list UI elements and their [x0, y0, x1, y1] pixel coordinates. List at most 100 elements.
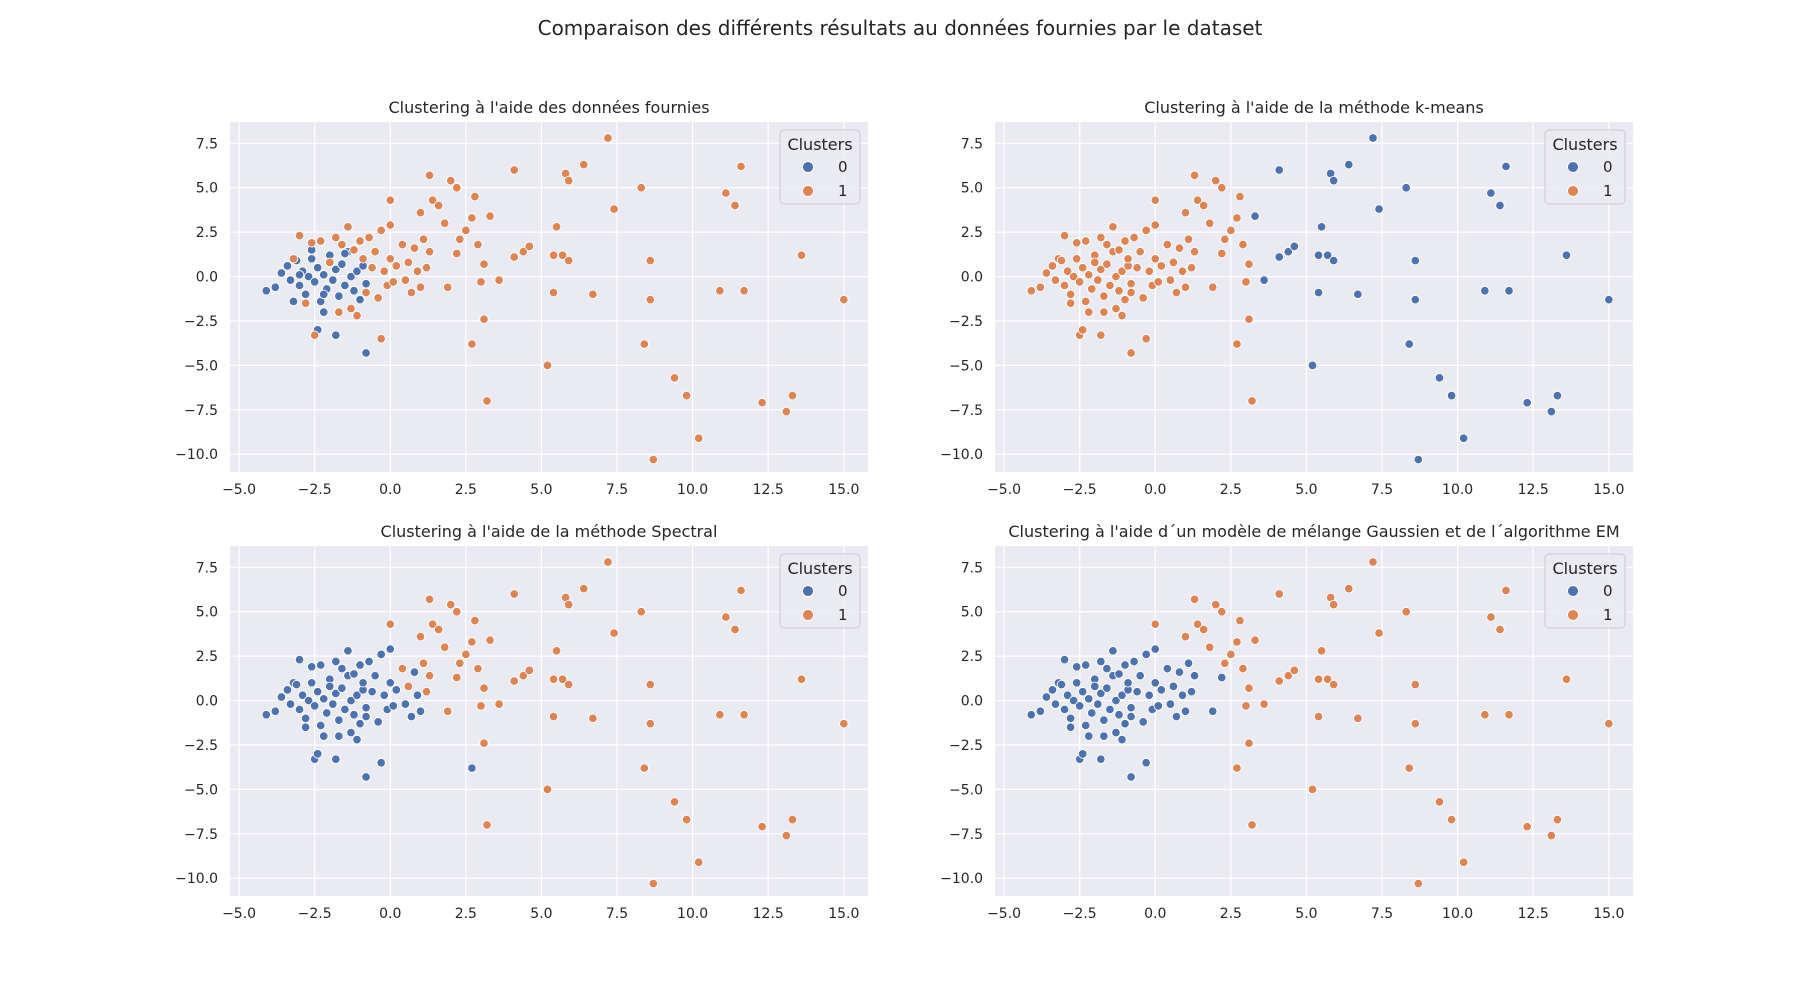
data-point	[1071, 254, 1082, 264]
data-point	[1244, 259, 1254, 269]
data-point	[1150, 195, 1161, 205]
data-point	[1102, 683, 1112, 693]
data-point	[1102, 663, 1112, 674]
data-point	[1220, 658, 1230, 669]
data-point	[1096, 232, 1106, 243]
data-point	[388, 277, 399, 287]
data-point	[1480, 286, 1490, 296]
data-point	[1289, 241, 1300, 252]
data-point	[328, 699, 338, 709]
data-point	[1458, 433, 1469, 443]
y-tick-label: 7.5	[196, 136, 218, 152]
data-point	[494, 699, 504, 709]
data-point	[1111, 303, 1121, 314]
data-point	[1041, 268, 1052, 278]
data-point	[757, 821, 767, 832]
data-point	[1150, 678, 1161, 688]
data-point	[1059, 280, 1070, 291]
data-point	[300, 722, 311, 732]
data-point	[334, 731, 344, 741]
data-point	[1077, 325, 1088, 335]
data-point	[648, 454, 659, 465]
data-point	[1062, 690, 1073, 700]
x-tick-label: 0.0	[379, 906, 401, 922]
y-tick-label: −5.0	[949, 358, 983, 374]
data-point	[349, 669, 359, 679]
data-point	[391, 685, 402, 695]
plot-area	[230, 546, 868, 896]
data-point	[370, 670, 380, 681]
series-0	[1026, 644, 1227, 782]
data-point	[361, 711, 371, 722]
data-point	[352, 690, 362, 700]
data-point	[1232, 213, 1242, 223]
data-point	[1050, 699, 1061, 709]
data-point	[1486, 612, 1496, 622]
x-tick-label: 5.0	[530, 906, 552, 922]
data-point	[482, 396, 492, 406]
data-point	[300, 289, 311, 300]
legend-label: 0	[838, 582, 848, 600]
data-point	[1183, 234, 1194, 245]
data-point	[270, 706, 281, 716]
data-point	[1220, 234, 1230, 245]
data-point	[376, 334, 386, 344]
data-point	[1204, 642, 1215, 653]
data-point	[1126, 287, 1136, 298]
data-point	[315, 236, 326, 246]
data-point	[1232, 339, 1242, 349]
data-point	[1062, 266, 1073, 276]
data-point	[361, 702, 371, 713]
data-point	[1090, 257, 1100, 268]
data-point	[1105, 280, 1115, 291]
data-point	[1096, 688, 1106, 699]
data-point	[479, 738, 489, 748]
data-point	[603, 557, 613, 567]
data-point	[721, 612, 731, 622]
x-tick-label: 0.0	[1144, 482, 1166, 498]
data-point	[337, 683, 347, 693]
x-tick-label: 10.0	[1442, 906, 1473, 922]
data-point	[1108, 646, 1118, 656]
data-point	[312, 686, 323, 697]
data-point	[1217, 606, 1227, 617]
data-point	[421, 262, 432, 273]
data-point	[1404, 339, 1414, 349]
data-point	[1059, 230, 1070, 241]
data-point	[1404, 763, 1414, 773]
data-point	[282, 261, 293, 271]
data-point	[461, 649, 471, 660]
data-point	[1111, 727, 1121, 738]
data-point	[1410, 679, 1421, 690]
data-point	[331, 232, 341, 243]
data-point	[1102, 239, 1112, 250]
data-point	[385, 195, 396, 205]
data-point	[557, 250, 568, 260]
subplot-title: Clustering à l'aide de la méthode Spectr…	[381, 522, 718, 541]
x-tick-label: 5.0	[1295, 906, 1317, 922]
data-point	[1132, 686, 1142, 697]
data-point	[391, 261, 402, 271]
data-point	[1077, 749, 1088, 759]
data-point	[1235, 615, 1245, 626]
data-point	[736, 585, 746, 596]
data-point	[1071, 662, 1082, 672]
subplot-title: Clustering à l'aide de la méthode k-mean…	[1144, 98, 1484, 117]
data-point	[1168, 681, 1179, 692]
y-tick-label: 2.5	[961, 649, 983, 665]
data-point	[400, 275, 411, 285]
x-tick-label: 12.5	[753, 482, 784, 498]
legend-marker	[802, 609, 814, 621]
data-point	[1141, 225, 1151, 236]
data-point	[452, 182, 462, 193]
data-point	[1065, 289, 1076, 300]
data-point	[409, 243, 420, 253]
data-point	[367, 262, 377, 273]
data-point	[318, 289, 329, 300]
data-point	[1313, 287, 1324, 298]
data-point	[294, 704, 305, 715]
y-tick-label: 2.5	[196, 225, 218, 241]
data-point	[352, 310, 362, 321]
data-point	[331, 264, 341, 275]
data-point	[548, 711, 559, 722]
